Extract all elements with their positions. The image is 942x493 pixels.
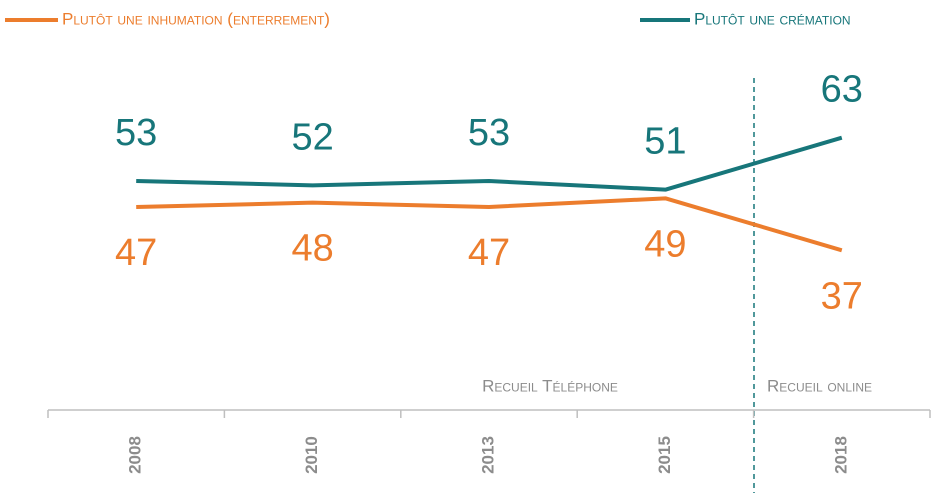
data-label: 53 (468, 112, 510, 154)
legend-label: Plutôt une crémation (694, 9, 851, 28)
series-line (136, 135, 843, 192)
legend-label: Plutôt une inhumation (enterrement) (62, 9, 330, 28)
x-tick-label: 2018 (831, 436, 850, 474)
data-label: 48 (291, 228, 333, 270)
annotation: Recueil online (767, 376, 872, 395)
x-tick-label: 2013 (478, 436, 497, 474)
data-label: 47 (115, 232, 157, 274)
annotation: Recueil Téléphone (482, 376, 618, 395)
series-line (136, 196, 843, 253)
data-label: 52 (291, 116, 333, 158)
data-label: 53 (115, 112, 157, 154)
data-label: 49 (644, 223, 686, 265)
x-tick-label: 2015 (655, 436, 674, 474)
data-label: 51 (644, 121, 686, 163)
data-label: 63 (821, 69, 863, 111)
x-tick-label: 2008 (126, 436, 145, 474)
x-tick-label: 2010 (302, 436, 321, 474)
data-label: 47 (468, 232, 510, 274)
data-label: 37 (821, 275, 863, 317)
